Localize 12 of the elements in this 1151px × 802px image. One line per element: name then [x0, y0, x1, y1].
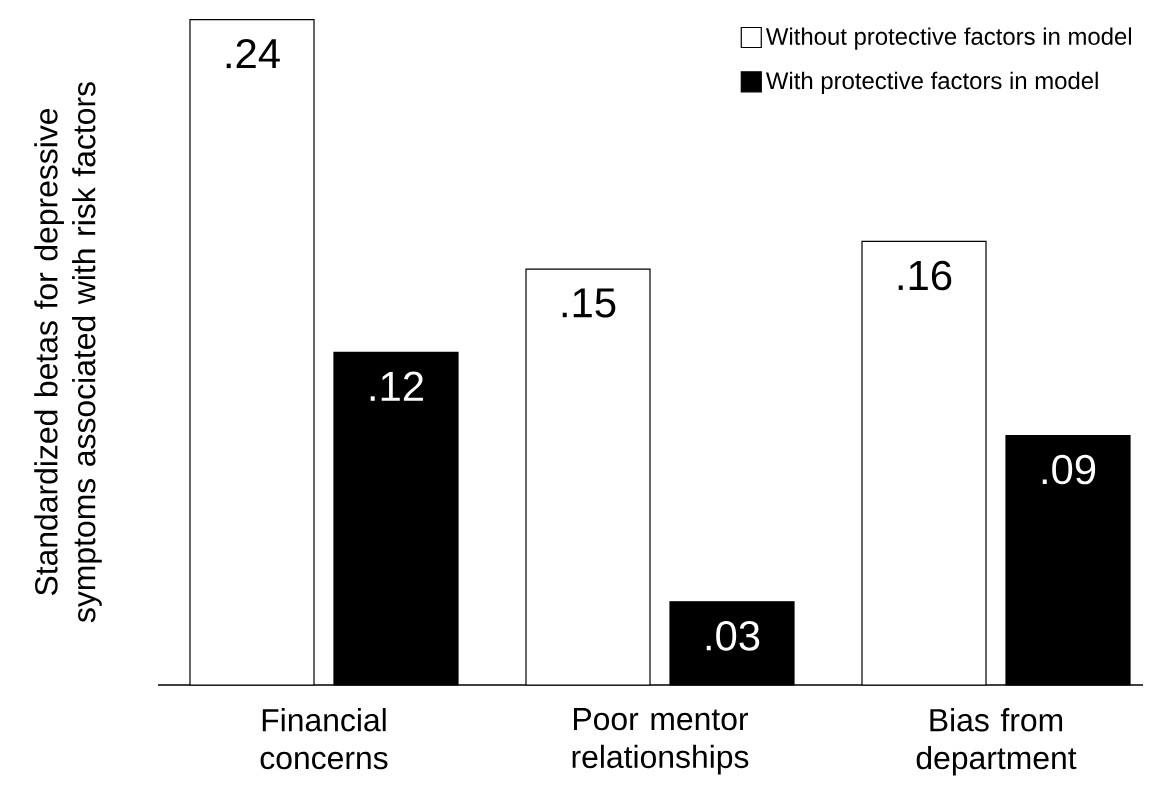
legend-label: Without protective factors in model: [765, 27, 1132, 50]
data-label: .16: [898, 260, 952, 291]
data-label: .09: [1042, 454, 1096, 485]
data-label: .24: [226, 38, 280, 69]
data-label: .03: [706, 621, 760, 651]
y-axis-title: Standardized betas for depressive symptoms associated with risk factors: [34, 82, 102, 623]
legend-label: With protective factors in model: [765, 71, 1098, 94]
x-tick-label: Bias from department: [916, 708, 1077, 776]
x-tick-label: Poor mentor relationships: [572, 708, 749, 775]
data-label: .15: [562, 288, 616, 318]
data-label: .12: [370, 371, 423, 401]
x-tick-label: Financial concerns: [260, 708, 388, 770]
